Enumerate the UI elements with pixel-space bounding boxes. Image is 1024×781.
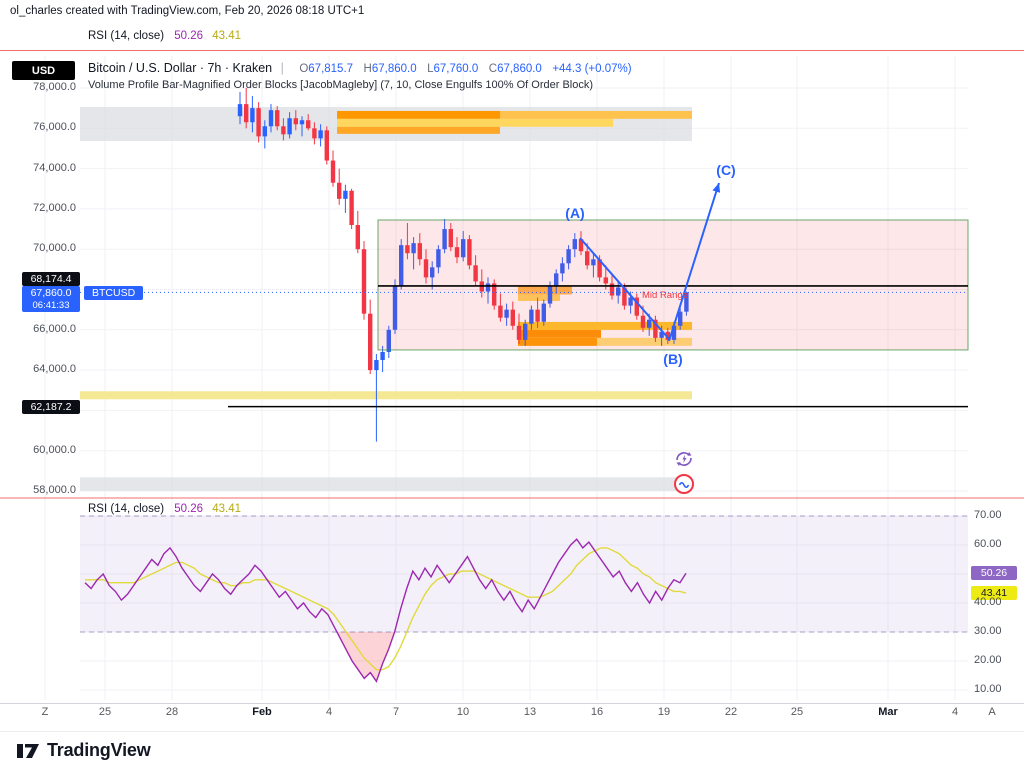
price-change: +44.3 (+0.07%) xyxy=(552,63,632,75)
ohlc-close-label: C xyxy=(488,63,498,75)
rsi-ma-value: 43.41 xyxy=(212,30,242,42)
ohlc-open-label: O xyxy=(299,63,309,75)
credit-line: ol_charles created with TradingView.com,… xyxy=(10,5,365,17)
grid-layer xyxy=(44,56,968,700)
ohlc-high-label: H xyxy=(363,63,372,75)
rsi-line xyxy=(84,538,687,683)
rsi-value-badge: 50.26 xyxy=(971,566,1017,580)
rsi-pane-value: 50.26 xyxy=(174,503,204,515)
symbol-tag-badge: BTCUSD xyxy=(84,286,144,300)
current-price-badge: 67,860.0 06:41:33 xyxy=(22,285,80,312)
price-level-badge-upper: 68,174.4 xyxy=(22,272,80,286)
svg-text:(C): (C) xyxy=(716,162,735,178)
symbol-title[interactable]: Bitcoin / U.S. Dollar · 7h · Kraken xyxy=(88,61,273,75)
rsi-pane xyxy=(80,515,968,683)
header-separator: | xyxy=(280,61,284,75)
indicator-title[interactable]: Volume Profile Bar-Magnified Order Block… xyxy=(88,78,594,91)
rsi-pane-title: RSI (14, close) 50.26 43.41 xyxy=(88,503,241,515)
rsi-ma-badge: 43.41 xyxy=(971,586,1017,600)
rsi-title: RSI (14, close) xyxy=(88,30,165,42)
rsi-pane-label: RSI (14, close) xyxy=(88,503,165,515)
rsi-pane-ma-value: 43.41 xyxy=(212,503,242,515)
currency-toggle-button[interactable]: USD xyxy=(12,61,75,80)
ohlc-close-value: 67,860.0 xyxy=(497,63,542,75)
price-level-badge-lower: 62,187.2 xyxy=(22,400,80,414)
wave-labels[interactable]: (A) (B) (C) xyxy=(565,162,735,367)
ohlc-low-value: 67,760.0 xyxy=(433,63,479,75)
pane-separators xyxy=(0,50,1024,732)
magic-refresh-icon[interactable] xyxy=(672,447,696,476)
horizontal-lines xyxy=(80,285,968,408)
tradingview-logo xyxy=(17,743,39,758)
order-blocks-layer xyxy=(337,110,692,346)
ohlc-open-value: 67,815.7 xyxy=(308,63,354,75)
exchange-logo-icon[interactable] xyxy=(673,473,695,500)
ohlc-high-value: 67,860.0 xyxy=(371,63,417,75)
footer-brand[interactable]: TradingView xyxy=(16,740,151,761)
mid-range-label: Mid Range xyxy=(642,290,688,301)
svg-text:(A): (A) xyxy=(565,205,584,221)
elliott-wave-lines[interactable] xyxy=(579,182,721,342)
current-price-value: 67,860.0 xyxy=(30,286,72,299)
symbol-header: Bitcoin / U.S. Dollar · 7h · Kraken | O6… xyxy=(88,61,632,75)
ohlc-low-label: L xyxy=(427,63,434,75)
bar-countdown: 06:41:33 xyxy=(32,299,70,311)
header-rsi-indicator: RSI (14, close) 50.26 43.41 xyxy=(88,30,241,42)
rsi-ma-line xyxy=(85,547,687,671)
svg-text:(B): (B) xyxy=(663,351,682,367)
rsi-value: 50.26 xyxy=(174,30,204,42)
brand-name: TradingView xyxy=(47,740,151,760)
